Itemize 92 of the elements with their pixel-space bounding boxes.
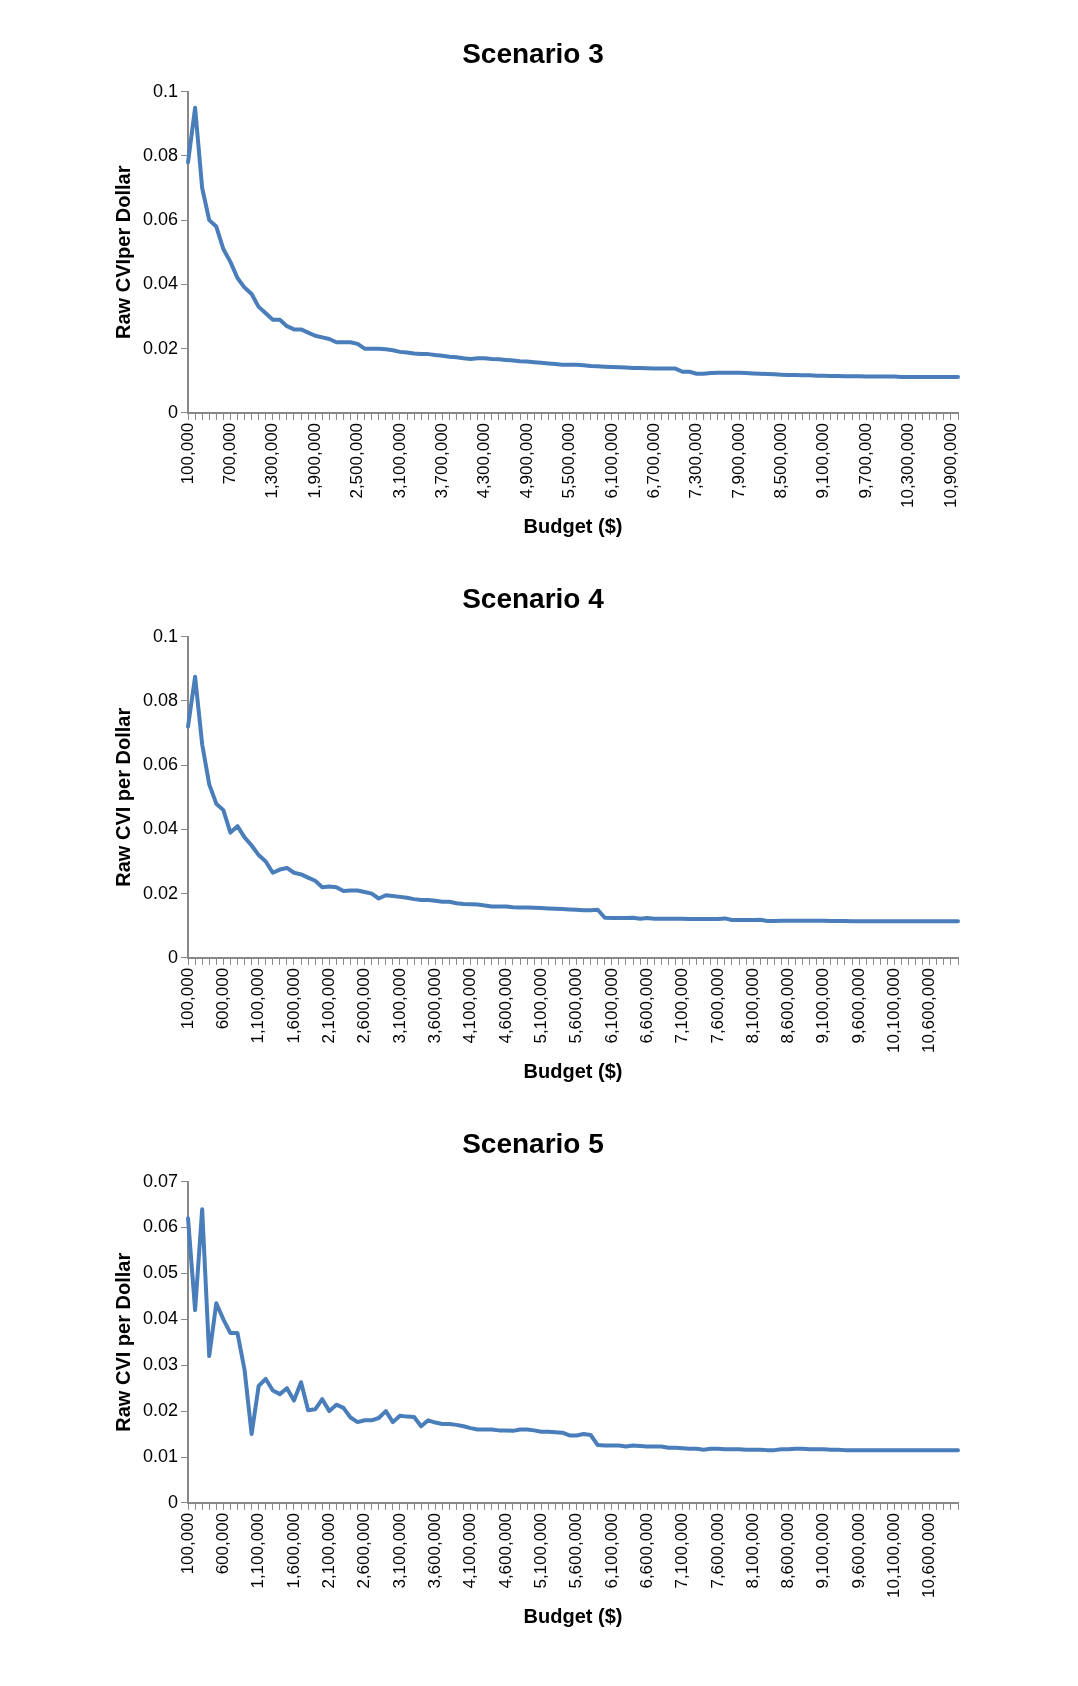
x-tick-label: 9,600,000 xyxy=(848,1512,868,1589)
y-tick-label: 0.05 xyxy=(142,1262,179,1283)
x-tick-label: 8,600,000 xyxy=(778,1512,798,1589)
y-axis-title: Raw CVI per Dollar xyxy=(111,707,134,887)
x-tick-label: 6,100,000 xyxy=(601,422,621,499)
chart-title: Scenario 5 xyxy=(462,1127,604,1159)
x-tick-label: 6,600,000 xyxy=(636,1512,656,1589)
y-tick-label: 0 xyxy=(168,401,179,422)
x-tick-label: 4,600,000 xyxy=(495,967,515,1044)
x-tick-label: 100,000 xyxy=(177,422,197,485)
x-tick-label: 5,600,000 xyxy=(566,967,586,1044)
x-tick-label: 3,600,000 xyxy=(424,1512,444,1589)
x-tick-label: 1,100,000 xyxy=(248,967,268,1044)
x-tick-label: 3,700,000 xyxy=(432,422,452,499)
x-tick-label: 2,500,000 xyxy=(347,422,367,499)
x-tick-label: 5,100,000 xyxy=(530,967,550,1044)
y-tick-label: 0.01 xyxy=(142,1445,179,1466)
x-tick-label: 7,600,000 xyxy=(707,1512,727,1589)
y-tick-label: 0.06 xyxy=(142,209,179,230)
x-tick-label: 10,900,000 xyxy=(940,422,960,509)
x-tick-label: 7,900,000 xyxy=(728,422,748,499)
x-tick-label: 10,300,000 xyxy=(898,422,918,509)
x-tick-label: 1,900,000 xyxy=(304,422,324,499)
x-tick-label: 8,600,000 xyxy=(778,967,798,1044)
x-tick-label: 9,100,000 xyxy=(813,1512,833,1589)
x-tick-label: 7,100,000 xyxy=(672,967,692,1044)
x-tick-label: 10,100,000 xyxy=(884,967,904,1054)
x-tick-label: 1,600,000 xyxy=(283,1512,303,1589)
y-tick-label: 0 xyxy=(168,1491,179,1512)
y-tick-label: 0.1 xyxy=(153,80,179,101)
y-tick-label: 0.08 xyxy=(142,144,179,165)
x-tick-label: 10,600,000 xyxy=(919,967,939,1054)
x-tick-label: 1,300,000 xyxy=(262,422,282,499)
x-tick-label: 700,000 xyxy=(220,422,240,485)
chart-title: Scenario 4 xyxy=(462,582,605,614)
y-tick-label: 0.07 xyxy=(142,1170,179,1191)
x-axis-title: Budget ($) xyxy=(523,1059,623,1082)
y-tick-label: 0.06 xyxy=(142,1216,179,1237)
y-axis-title: Raw CVIper Dollar xyxy=(111,165,134,339)
y-tick-label: 0.02 xyxy=(142,337,179,358)
x-tick-label: 6,100,000 xyxy=(601,1512,621,1589)
x-tick-label: 2,600,000 xyxy=(354,967,374,1044)
y-tick-label: 0.04 xyxy=(142,273,179,294)
x-tick-label: 9,600,000 xyxy=(848,967,868,1044)
x-tick-label: 8,100,000 xyxy=(742,1512,762,1589)
x-tick-label: 4,100,000 xyxy=(460,1512,480,1589)
y-tick-label: 0.04 xyxy=(142,1308,179,1329)
x-tick-label: 5,500,000 xyxy=(559,422,579,499)
x-tick-label: 600,000 xyxy=(213,967,233,1030)
x-tick-label: 4,100,000 xyxy=(460,967,480,1044)
x-tick-label: 10,600,000 xyxy=(919,1512,939,1599)
x-tick-label: 8,100,000 xyxy=(742,967,762,1044)
x-tick-label: 100,000 xyxy=(177,1512,197,1575)
x-tick-label: 3,100,000 xyxy=(389,422,409,499)
y-tick-label: 0.04 xyxy=(142,818,179,839)
x-tick-label: 10,100,000 xyxy=(884,1512,904,1599)
x-tick-label: 6,100,000 xyxy=(601,967,621,1044)
x-tick-label: 4,900,000 xyxy=(516,422,536,499)
x-tick-label: 4,600,000 xyxy=(495,1512,515,1589)
x-tick-label: 2,100,000 xyxy=(319,1512,338,1589)
y-tick-label: 0.06 xyxy=(142,754,179,775)
y-tick-label: 0.1 xyxy=(153,625,179,646)
x-tick-label: 5,600,000 xyxy=(566,1512,586,1589)
x-tick-label: 600,000 xyxy=(213,1512,233,1575)
x-tick-label: 3,100,000 xyxy=(389,1512,409,1589)
x-tick-label: 100,000 xyxy=(177,967,197,1030)
x-tick-label: 9,700,000 xyxy=(855,422,875,499)
x-tick-label: 6,700,000 xyxy=(643,422,663,499)
y-tick-label: 0.02 xyxy=(142,882,179,903)
y-tick-label: 0.02 xyxy=(142,1400,179,1421)
x-tick-label: 4,300,000 xyxy=(474,422,494,499)
x-tick-label: 1,100,000 xyxy=(248,1512,268,1589)
x-axis-title: Budget ($) xyxy=(523,1604,623,1627)
x-tick-label: 7,300,000 xyxy=(686,422,706,499)
x-tick-label: 9,100,000 xyxy=(813,967,833,1044)
x-tick-label: 1,600,000 xyxy=(283,967,303,1044)
y-tick-label: 0.03 xyxy=(142,1354,179,1375)
x-tick-label: 3,600,000 xyxy=(424,967,444,1044)
chart-title: Scenario 3 xyxy=(462,37,604,69)
x-tick-label: 5,100,000 xyxy=(530,1512,550,1589)
x-tick-label: 7,600,000 xyxy=(707,967,727,1044)
x-tick-label: 3,100,000 xyxy=(389,967,409,1044)
y-axis-title: Raw CVI per Dollar xyxy=(111,1252,134,1432)
x-tick-label: 2,600,000 xyxy=(354,1512,374,1589)
y-tick-label: 0 xyxy=(168,946,179,967)
x-tick-label: 6,600,000 xyxy=(636,967,656,1044)
x-tick-label: 9,100,000 xyxy=(813,422,833,499)
y-tick-label: 0.08 xyxy=(142,689,179,710)
x-tick-label: 2,100,000 xyxy=(319,967,338,1044)
x-tick-label: 7,100,000 xyxy=(672,1512,692,1589)
x-tick-label: 8,500,000 xyxy=(771,422,791,499)
x-axis-title: Budget ($) xyxy=(523,514,623,537)
